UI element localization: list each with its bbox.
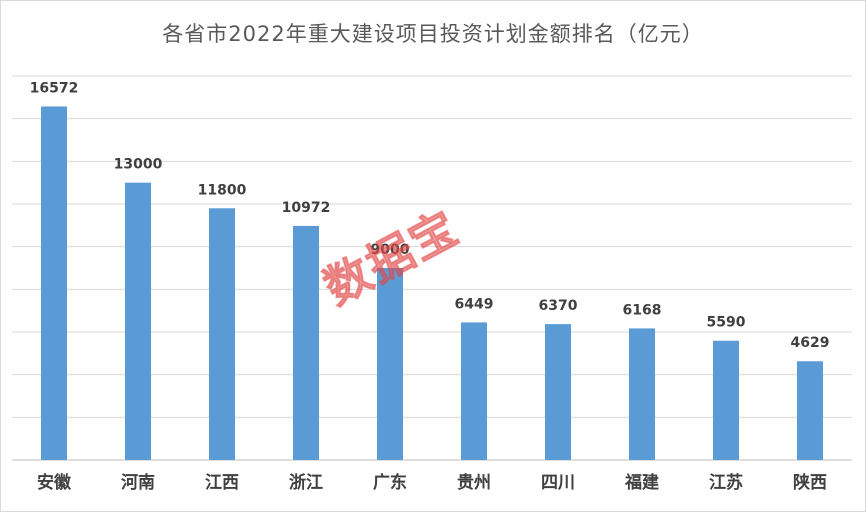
data-label-0: 16572 xyxy=(30,80,79,96)
data-label-3: 10972 xyxy=(282,200,331,216)
data-label-5: 6449 xyxy=(455,296,494,312)
bar-7 xyxy=(629,328,655,460)
chart-title: 各省市2022年重大建设项目投资计划金额排名（亿元） xyxy=(162,22,704,46)
data-label-7: 6168 xyxy=(623,302,662,318)
x-tick-label-6: 四川 xyxy=(541,473,575,493)
data-label-4: 9000 xyxy=(371,242,410,258)
bar-2 xyxy=(209,208,235,460)
x-tick-label-5: 贵州 xyxy=(457,472,491,493)
bar-5 xyxy=(461,322,487,460)
data-label-1: 13000 xyxy=(114,157,163,173)
x-tick-label-9: 陕西 xyxy=(793,472,827,493)
data-label-6: 6370 xyxy=(539,298,578,314)
bar-0 xyxy=(41,106,67,461)
bar-8 xyxy=(713,340,739,460)
data-label-8: 5590 xyxy=(707,315,746,331)
x-tick-label-1: 河南 xyxy=(121,472,155,493)
bar-6 xyxy=(545,324,571,460)
data-label-9: 4629 xyxy=(791,335,830,351)
bar-4 xyxy=(377,268,403,460)
bar-3 xyxy=(293,225,319,460)
x-tick-label-3: 浙江 xyxy=(289,472,323,493)
x-tick-label-0: 安徽 xyxy=(37,472,72,493)
x-tick-label-8: 江苏 xyxy=(709,472,743,493)
data-label-2: 11800 xyxy=(198,182,247,198)
x-tick-label-2: 江西 xyxy=(205,473,239,493)
bar-9 xyxy=(797,361,823,460)
bar-1 xyxy=(125,182,151,460)
x-tick-label-4: 广东 xyxy=(373,472,407,493)
x-tick-label-7: 福建 xyxy=(624,472,659,493)
